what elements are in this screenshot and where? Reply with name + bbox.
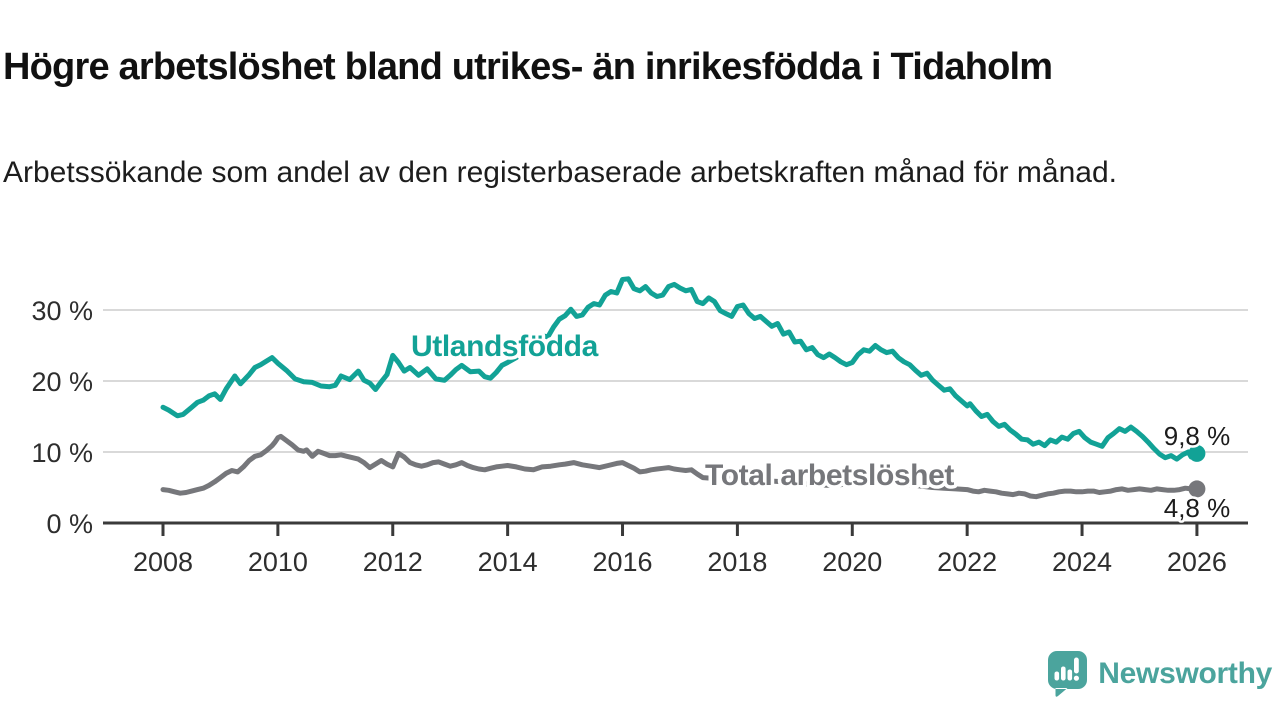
y-axis-tick-label: 20 % — [31, 367, 93, 397]
x-axis-tick-label: 2024 — [1052, 547, 1112, 577]
axis-ticks-group: 0 % 10 % 20 % 30 % 2008 2010 2012 2014 2016 2018 2… — [31, 296, 1227, 577]
newsworthy-logo-link[interactable]: Newsworthy — [1047, 650, 1272, 697]
x-axis-tick-label: 2010 — [248, 547, 308, 577]
end-value-label-total: 4,8 % — [1164, 493, 1231, 523]
series-line-total-arbetsloshet — [160, 433, 1200, 500]
y-axis-tick-label: 30 % — [31, 296, 93, 326]
newsworthy-logo-text: Newsworthy — [1098, 656, 1272, 690]
series-end-dot-utlandsfodda — [1188, 444, 1206, 462]
end-value-label-utlandsfodda: 9,8 % — [1164, 421, 1231, 451]
x-axis-tick-label: 2014 — [478, 547, 538, 577]
y-axis-tick-label: 0 % — [46, 509, 93, 539]
chart-title: Högre arbetslöshet bland utrikes- än inr… — [3, 46, 1053, 89]
x-axis-tick-label: 2018 — [707, 547, 767, 577]
series-lines-group — [160, 276, 1206, 500]
x-axis-tick-label: 2020 — [822, 547, 882, 577]
series-label-utlandsfodda: Utlandsfödda — [411, 330, 599, 363]
y-axis-tick-label: 10 % — [31, 438, 93, 468]
x-axis-tick-label: 2012 — [363, 547, 423, 577]
chart-subtitle: Arbetssökande som andel av den registerb… — [3, 156, 1117, 189]
annotations-group: Utlandsfödda Total arbetslöshet 9,8 % 4,… — [408, 327, 1233, 526]
series-line-utlandsfodda — [160, 276, 1200, 462]
series-end-dot-total-arbetsloshet — [1188, 480, 1206, 498]
x-axis-tick-label: 2022 — [937, 547, 997, 577]
x-axis-tick-label: 2008 — [133, 547, 193, 577]
x-axis-tick-label: 2026 — [1167, 547, 1227, 577]
x-axis-tick-label: 2016 — [592, 547, 652, 577]
newsworthy-logo-icon — [1048, 651, 1088, 697]
series-label-total-arbetsloshet: Total arbetslöshet — [705, 459, 954, 492]
